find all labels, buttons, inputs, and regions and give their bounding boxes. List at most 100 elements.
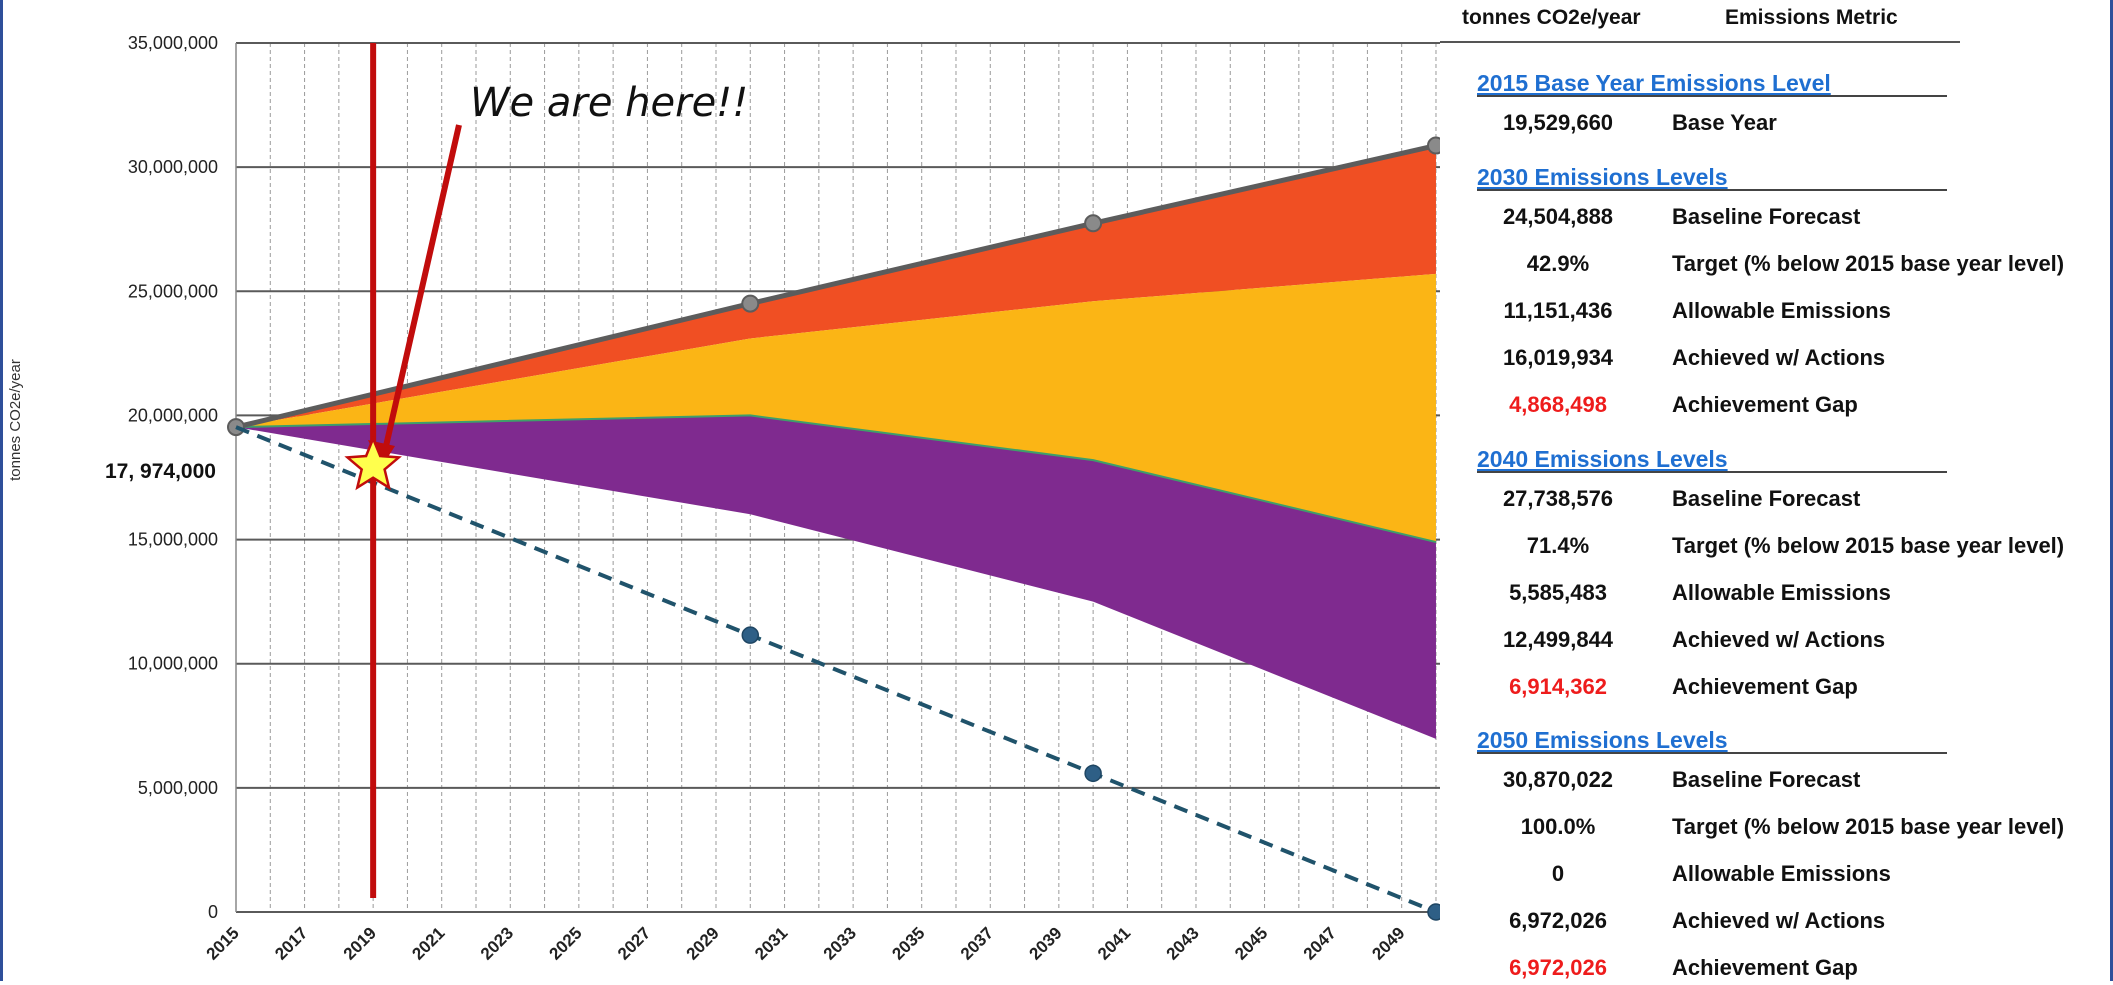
gap-value: 6,914,362 bbox=[1509, 674, 1607, 699]
chart-lines bbox=[227, 136, 1440, 921]
baseline-point bbox=[1084, 214, 1103, 233]
y-tick-label: 35,000,000 bbox=[128, 33, 218, 53]
marker-value-label: 17, 974,000 bbox=[105, 460, 216, 483]
x-tick-label: 2041 bbox=[1094, 923, 1134, 963]
x-tick-label: 2035 bbox=[888, 923, 928, 963]
section-title: 2040 Emissions Levels bbox=[1477, 446, 1728, 472]
emissions-chart: 0 5,000,000 10,000,000 15,000,000 20,000,000… bbox=[7, 33, 1440, 964]
area-achieved bbox=[236, 415, 1436, 739]
x-tick-label: 2021 bbox=[408, 923, 448, 963]
row-metric: Allowable Emissions bbox=[1672, 298, 1891, 323]
allowable-point bbox=[1427, 903, 1440, 921]
y-tick-label: 0 bbox=[208, 902, 218, 922]
x-tick-label: 2029 bbox=[683, 923, 723, 963]
row-metric: Achievement Gap bbox=[1672, 955, 1858, 980]
marker-star bbox=[344, 435, 402, 491]
allowable-point bbox=[741, 626, 760, 644]
table-row: 24,504,888 Baseline Forecast bbox=[1440, 204, 2110, 234]
x-tick-label: 2023 bbox=[477, 923, 517, 963]
row-value: 100.0% bbox=[1520, 814, 1596, 839]
row-metric: Allowable Emissions bbox=[1672, 580, 1891, 605]
x-tick-label: 2037 bbox=[957, 923, 997, 963]
table-row: 16,019,934 Achieved w/ Actions bbox=[1440, 345, 2110, 375]
row-value: 19,529,660 bbox=[1502, 110, 1614, 135]
header-metric: Emissions Metric bbox=[1725, 6, 1898, 29]
y-tick-label: 10,000,000 bbox=[128, 654, 218, 674]
table-row: 6,972,026 Achievement Gap bbox=[1440, 955, 2110, 985]
section-title: 2050 Emissions Levels bbox=[1477, 727, 1728, 753]
y-tick-label: 20,000,000 bbox=[128, 405, 218, 425]
table-row: 6,914,362 Achievement Gap bbox=[1440, 674, 2110, 704]
table-row: 30,870,022 Baseline Forecast bbox=[1440, 767, 2110, 797]
table-row: 71.4% Target (% below 2015 base year leve… bbox=[1440, 533, 2110, 563]
x-tick-label: 2039 bbox=[1025, 923, 1065, 963]
x-tick-label: 2043 bbox=[1163, 923, 1203, 963]
x-tick-label: 2033 bbox=[820, 923, 860, 963]
marker-arrow-shaft bbox=[381, 124, 462, 456]
row-metric: Achievement Gap bbox=[1672, 392, 1858, 417]
row-metric: Baseline Forecast bbox=[1672, 486, 1861, 511]
row-metric: Allowable Emissions bbox=[1672, 861, 1891, 886]
achieved-line bbox=[235, 414, 1437, 544]
baseline-point bbox=[1426, 136, 1440, 155]
y-axis-label: tonnes CO2e/year bbox=[7, 359, 24, 481]
x-tick-label: 2015 bbox=[203, 923, 243, 963]
row-value: 0 bbox=[1551, 861, 1565, 886]
table-row: 19,529,660 Base Year bbox=[1440, 110, 2110, 140]
row-value: 16,019,934 bbox=[1502, 345, 1614, 370]
allowable-point bbox=[1084, 764, 1102, 783]
y-tick-label: 30,000,000 bbox=[128, 157, 218, 177]
row-value: 5,585,483 bbox=[1509, 580, 1607, 605]
row-value: 11,151,436 bbox=[1503, 298, 1613, 323]
row-metric: Target (% below 2015 base year level) bbox=[1672, 251, 2065, 276]
header-value: tonnes CO2e/year bbox=[1462, 6, 1641, 29]
table-row: 27,738,576 Baseline Forecast bbox=[1440, 486, 2110, 516]
x-tick-label: 2025 bbox=[545, 923, 585, 963]
gap-value: 4,868,498 bbox=[1509, 392, 1607, 417]
section-divider bbox=[1477, 189, 1947, 191]
row-value: 71.4% bbox=[1526, 533, 1590, 558]
gap-value: 6,972,026 bbox=[1509, 955, 1607, 980]
table-row: 11,151,436 Allowable Emissions bbox=[1440, 298, 2110, 328]
chart-areas bbox=[236, 145, 1436, 739]
area-reduction-potential bbox=[236, 273, 1436, 543]
row-value: 24,504,888 bbox=[1502, 204, 1614, 229]
row-value: 42.9% bbox=[1526, 251, 1590, 276]
row-metric: Baseline Forecast bbox=[1672, 204, 1861, 229]
section-divider bbox=[1477, 471, 1947, 473]
section-title: 2015 Base Year Emissions Level bbox=[1477, 70, 1831, 96]
table-header: tonnes CO2e/year Emissions Metric bbox=[1440, 6, 1960, 40]
table-row: 12,499,844 Achieved w/ Actions bbox=[1440, 627, 2110, 657]
baseline-point bbox=[741, 294, 760, 313]
x-tick-label: 2047 bbox=[1300, 923, 1340, 963]
row-value: 30,870,022 bbox=[1502, 767, 1614, 792]
header-divider bbox=[1440, 41, 1960, 43]
x-tick-label: 2019 bbox=[340, 923, 380, 963]
row-metric: Base Year bbox=[1672, 110, 1777, 135]
current-position-marker: We are here!! 17, 974,000 bbox=[105, 43, 748, 898]
row-metric: Achieved w/ Actions bbox=[1672, 908, 1886, 933]
row-metric: Achieved w/ Actions bbox=[1672, 627, 1886, 652]
table-row: 100.0% Target (% below 2015 base year lev… bbox=[1440, 814, 2110, 844]
x-tick-label: 2049 bbox=[1368, 923, 1408, 963]
x-tick-label: 2027 bbox=[614, 923, 654, 963]
row-metric: Target (% below 2015 base year level) bbox=[1672, 814, 2065, 839]
baseline-line bbox=[235, 143, 1437, 430]
row-metric: Achieved w/ Actions bbox=[1672, 345, 1886, 370]
section-title: 2030 Emissions Levels bbox=[1477, 164, 1728, 190]
table-row: 0 Allowable Emissions bbox=[1440, 861, 2110, 891]
x-tick-label: 2031 bbox=[751, 923, 791, 963]
y-tick-label: 25,000,000 bbox=[128, 281, 218, 301]
y-tick-label: 15,000,000 bbox=[128, 530, 218, 550]
section-divider bbox=[1477, 752, 1947, 754]
x-tick-label: 2017 bbox=[271, 923, 311, 963]
row-metric: Target (% below 2015 base year level) bbox=[1672, 533, 2065, 558]
row-value: 27,738,576 bbox=[1502, 486, 1614, 511]
marker-annotation: We are here!! bbox=[470, 80, 748, 126]
section-divider bbox=[1477, 95, 1947, 97]
table-row: 6,972,026 Achieved w/ Actions bbox=[1440, 908, 2110, 938]
row-metric: Baseline Forecast bbox=[1672, 767, 1861, 792]
table-row: 4,868,498 Achievement Gap bbox=[1440, 392, 2110, 422]
row-metric: Achievement Gap bbox=[1672, 674, 1858, 699]
